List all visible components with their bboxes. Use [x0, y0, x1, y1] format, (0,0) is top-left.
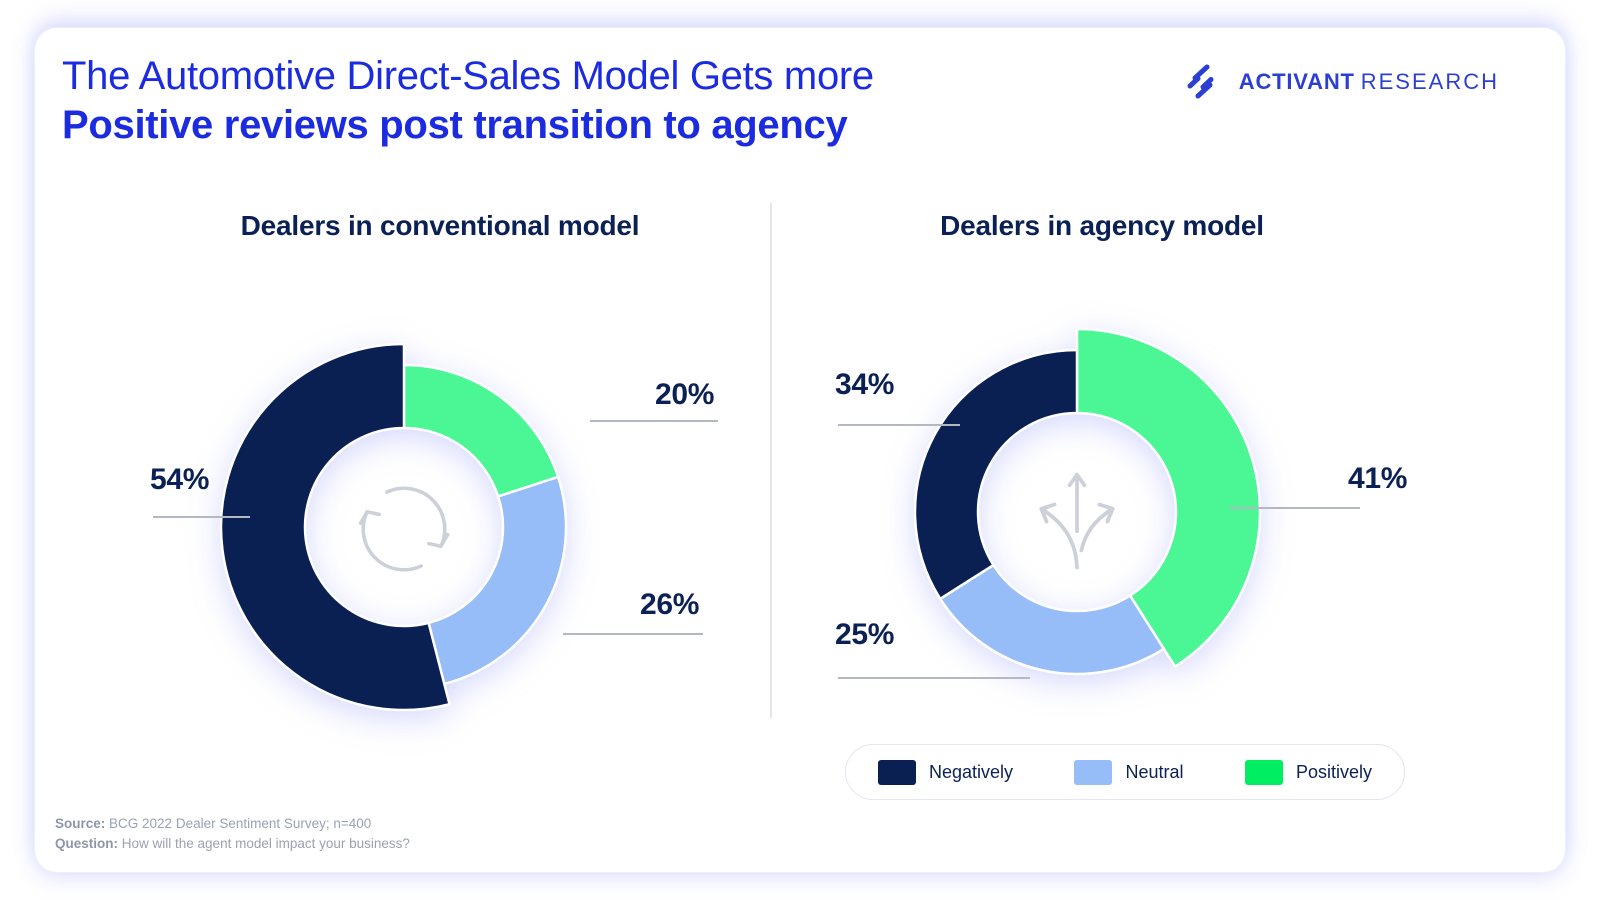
- source-line: Source: BCG 2022 Dealer Sentiment Survey…: [55, 814, 410, 834]
- legend-label-positively: Positively: [1295, 761, 1372, 782]
- footnote: Source: BCG 2022 Dealer Sentiment Survey…: [55, 814, 410, 854]
- legend-label-negatively: Negatively: [929, 761, 1014, 782]
- title-line-1: The Automotive Direct-Sales Model Gets m…: [62, 54, 874, 98]
- source-text: BCG 2022 Dealer Sentiment Survey; n=400: [109, 816, 372, 831]
- donut-slice-neutral: [427, 475, 568, 686]
- chart-title-conventional: Dealers in conventional model: [240, 210, 640, 241]
- leader-line-0-neutral: [563, 633, 703, 635]
- donut-slice-neutral: [938, 563, 1166, 676]
- value-label-0-neutral: 26%: [640, 588, 700, 621]
- legend-item-positively: Positively: [1244, 759, 1372, 785]
- question-line: Question: How will the agent model impac…: [55, 834, 410, 854]
- value-label-1-neutral: 25%: [835, 618, 895, 651]
- activant-logo-icon: [1187, 64, 1214, 99]
- branching-arrows-icon: [1039, 472, 1115, 570]
- leader-line-1-neutral: [838, 677, 1030, 679]
- value-label-0-positively: 20%: [655, 378, 715, 411]
- question-label: Question:: [55, 836, 118, 851]
- donut-slice-negatively: [219, 342, 451, 712]
- legend-swatch-negatively: [878, 759, 916, 785]
- donut-conventional-model: [184, 307, 624, 747]
- leader-line-0-negatively: [153, 516, 250, 518]
- logo-wordmark: ACTIVANT RESEARCH: [1239, 69, 1499, 95]
- logo-secondary-text: RESEARCH: [1360, 69, 1499, 94]
- cycle-arrows-icon: [358, 486, 450, 572]
- donut-rings-0: [219, 342, 568, 712]
- leader-line-0-positively: [590, 420, 718, 422]
- donut-rings-1: [913, 327, 1262, 676]
- leader-line-1-positively: [1230, 507, 1360, 509]
- value-label-0-negatively: 54%: [150, 463, 210, 496]
- logo-primary-text: ACTIVANT: [1238, 69, 1355, 94]
- source-label: Source:: [55, 816, 106, 831]
- title-line-2: Positive reviews post transition to agen…: [62, 102, 848, 147]
- donut-slice-negatively: [913, 348, 1079, 601]
- leader-line-1-negatively: [838, 424, 960, 426]
- value-label-1-negatively: 34%: [835, 368, 895, 401]
- panel-divider: [770, 203, 772, 718]
- donut-slice-positively: [1075, 327, 1262, 668]
- legend-label-neutral: Neutral: [1125, 761, 1184, 782]
- legend-item-neutral: Neutral: [1074, 759, 1184, 785]
- donut-agency-model: [857, 292, 1297, 732]
- legend-swatch-positively: [1244, 759, 1283, 785]
- activant-research-logo: ACTIVANT RESEARCH: [1185, 64, 1499, 100]
- chart-title-agency: Dealers in agency model: [940, 210, 1264, 241]
- legend-item-negatively: Negatively: [878, 759, 1014, 785]
- question-text: How will the agent model impact your bus…: [121, 836, 410, 851]
- value-label-1-positively: 41%: [1348, 462, 1408, 495]
- page-title: The Automotive Direct-Sales Model Gets m…: [62, 52, 874, 150]
- legend-swatch-neutral: [1074, 759, 1113, 785]
- infographic-card: The Automotive Direct-Sales Model Gets m…: [35, 28, 1565, 872]
- chart-legend: Negatively Neutral Positively: [845, 744, 1405, 800]
